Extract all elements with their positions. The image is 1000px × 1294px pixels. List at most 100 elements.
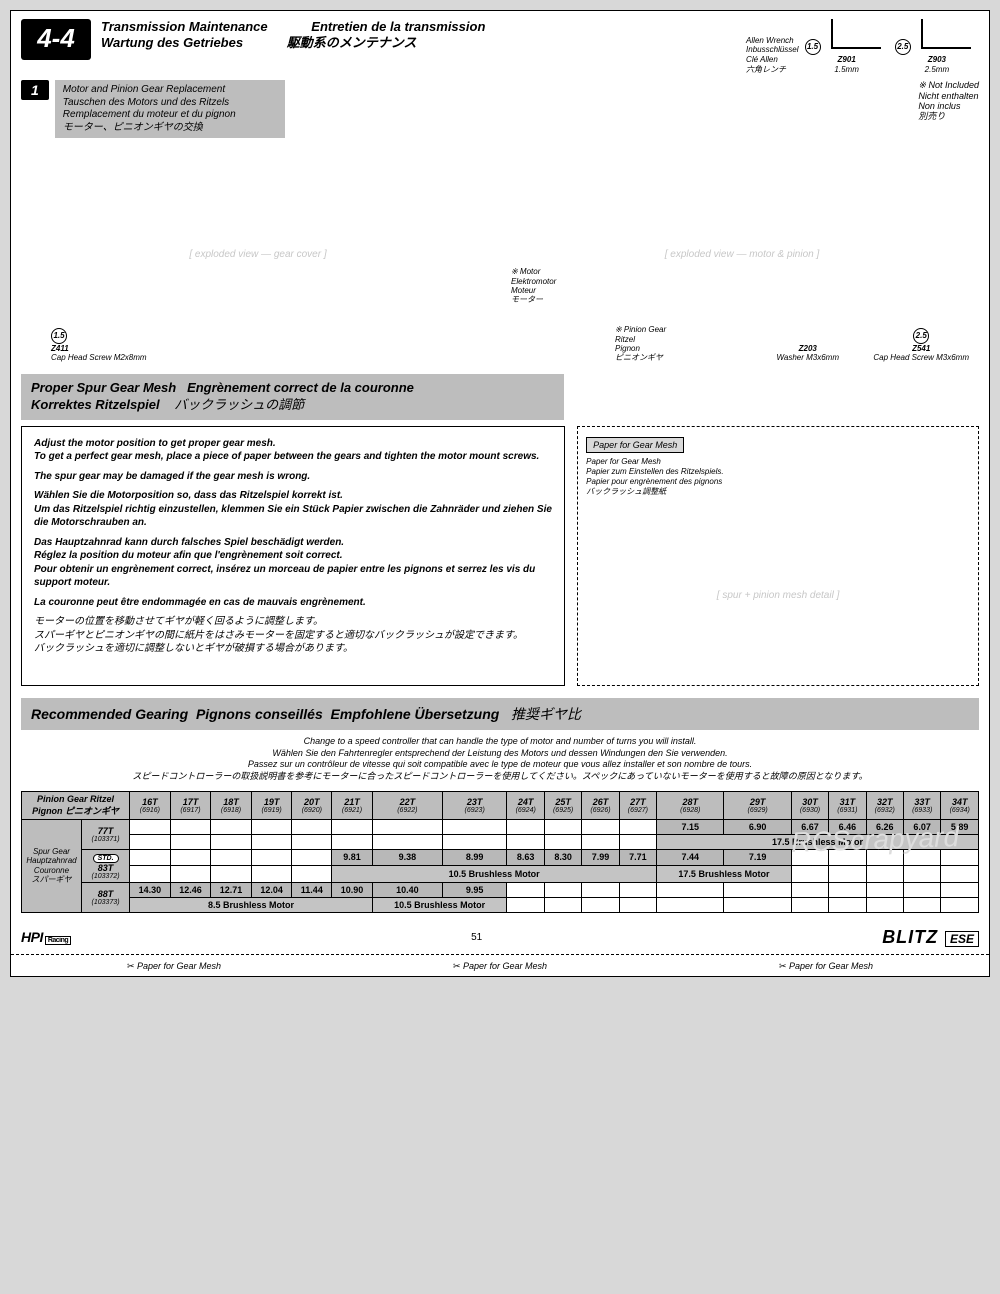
step-num: 1 — [21, 80, 49, 100]
td-empty — [724, 882, 791, 897]
tool1-code: Z901 — [838, 55, 856, 64]
td-empty — [941, 882, 979, 897]
scissor-icon: ✂ — [127, 961, 135, 971]
td-empty — [332, 819, 373, 834]
section-badge: 4-4 — [21, 19, 91, 60]
td-empty — [442, 834, 507, 849]
td-empty — [791, 897, 828, 912]
mp6: Das Hauptzahnrad kann durch falsches Spi… — [34, 537, 344, 548]
td-val: 7.99 — [582, 849, 619, 866]
td-empty — [544, 834, 581, 849]
rn2: Wählen Sie den Fahrtenregler entsprechen… — [21, 748, 979, 760]
mesh-h-fr: Engrènement correct de la couronne — [187, 380, 414, 395]
ni-de: Nicht enthalten — [918, 91, 979, 101]
th-col: 16T(6916) — [130, 791, 171, 819]
td-spur: STD.83T(103372) — [82, 849, 130, 882]
motor-jp: モーター — [511, 295, 556, 304]
td-empty — [619, 897, 656, 912]
td-empty — [292, 819, 332, 834]
td-val: 7.19 — [724, 849, 791, 866]
td-empty — [211, 834, 252, 849]
footer: HPIRacing 51 BLITZ ESE — [21, 927, 979, 948]
z541-code: Z541 — [912, 344, 930, 353]
mp5: Um das Ritzelspiel richtig einzustellen,… — [34, 504, 552, 529]
td-motor: 10.5 Brushless Motor — [372, 897, 507, 912]
td-empty — [544, 882, 581, 897]
step-de: Tauschen des Motors und des Ritzels — [63, 97, 277, 110]
th-col: 18T(6918) — [211, 791, 252, 819]
td-empty — [251, 849, 292, 866]
td-empty — [829, 866, 866, 883]
rh-fr: Pignons conseillés — [196, 706, 323, 722]
th-col: 28T(6928) — [657, 791, 724, 819]
mp7: Réglez la position du moteur afin que l'… — [34, 550, 343, 561]
ni-en: ※ Not Included — [918, 80, 979, 90]
td-empty — [292, 866, 332, 883]
mp4: Wählen Sie die Motorposition so, dass da… — [34, 490, 343, 501]
td-empty — [332, 834, 373, 849]
cut-l3: Paper for Gear Mesh — [789, 961, 873, 971]
cut-l2: Paper for Gear Mesh — [463, 961, 547, 971]
ni-jp: 別売り — [918, 111, 979, 121]
td-empty — [372, 834, 442, 849]
td-empty — [251, 866, 292, 883]
td-spur: 77T(103371) — [82, 819, 130, 849]
td-empty — [170, 866, 211, 883]
td-empty — [829, 897, 866, 912]
td-val: 10.90 — [332, 882, 373, 897]
motor-fr: Moteur — [511, 286, 556, 295]
td-empty — [657, 897, 724, 912]
section-titles: Transmission Maintenance Entretien de la… — [101, 19, 736, 52]
td-empty — [251, 819, 292, 834]
mp2: To get a perfect gear mesh, place a piec… — [34, 451, 539, 462]
step-en: Motor and Pinion Gear Replacement — [63, 84, 277, 97]
tool1-size: 1.5mm — [834, 65, 858, 74]
allen-icon — [921, 19, 971, 49]
rn1: Change to a speed controller that can ha… — [21, 736, 979, 748]
hpi-logo: HPIRacing — [21, 929, 71, 945]
td-empty — [791, 849, 828, 866]
scissor-icon: ✂ — [779, 961, 787, 971]
hpi: HPI — [21, 929, 43, 945]
td-empty — [829, 849, 866, 866]
td-empty — [170, 834, 211, 849]
td-spur-label: Spur GearHauptzahnradCouronneスパーギヤ — [22, 819, 82, 912]
mb-de: Papier zum Einstellen des Ritzelspiels. — [586, 467, 970, 477]
blitz-logo: BLITZ ESE — [882, 927, 979, 948]
exploded-diagram-left: [ exploded view — gear cover ] 1.5 Z411 … — [21, 144, 495, 364]
td-motor: 17.5 Brushless Motor — [657, 834, 979, 849]
th-col: 23T(6923) — [442, 791, 507, 819]
td-empty — [619, 819, 656, 834]
mesh-h-de: Korrektes Ritzelspiel — [31, 397, 160, 412]
cut-l1: Paper for Gear Mesh — [137, 961, 221, 971]
td-val: 7.44 — [657, 849, 724, 866]
td-val: 8.99 — [442, 849, 507, 866]
mesh-h-jp: バックラッシュの調節 — [174, 397, 304, 412]
td-empty — [657, 882, 724, 897]
tool-title-jp: 六角レンチ — [746, 65, 798, 75]
step-label: Motor and Pinion Gear Replacement Tausch… — [55, 80, 285, 138]
z203-name: Washer M3x6mm — [776, 353, 839, 362]
rec-heading: Recommended Gearing Pignons conseillés E… — [21, 698, 979, 730]
scissor-icon: ✂ — [453, 961, 461, 971]
td-val: 10.40 — [372, 882, 442, 897]
rn4: スピードコントローラーの取扱説明書を参考にモーターに合ったスピードコントローラー… — [21, 771, 979, 783]
allen-icon — [831, 19, 881, 49]
pinion-fr: Pignon — [615, 344, 666, 353]
td-empty — [170, 849, 211, 866]
td-empty — [292, 849, 332, 866]
not-included: ※ Not Included Nicht enthalten Non inclu… — [918, 80, 979, 121]
z411-name: Cap Head Screw M2x8mm — [51, 353, 147, 362]
mb-en: Paper for Gear Mesh — [586, 457, 970, 467]
mb-fr: Papier pour engrènement des pignons — [586, 477, 970, 487]
th-col: 27T(6927) — [619, 791, 656, 819]
td-val: 11.44 — [292, 882, 332, 897]
th-col: 19T(6919) — [251, 791, 292, 819]
th-col: 29T(6929) — [724, 791, 791, 819]
td-val: 14.30 — [130, 882, 171, 897]
mp11: スパーギヤとピニオンギヤの間に紙片をはさみモーターを固定すると適切なバックラッシ… — [34, 630, 523, 641]
td-val: 12.46 — [170, 882, 211, 897]
rh-de: Empfohlene Übersetzung — [331, 706, 500, 722]
mp1: Adjust the motor position to get proper … — [34, 438, 276, 449]
td-empty — [507, 834, 544, 849]
